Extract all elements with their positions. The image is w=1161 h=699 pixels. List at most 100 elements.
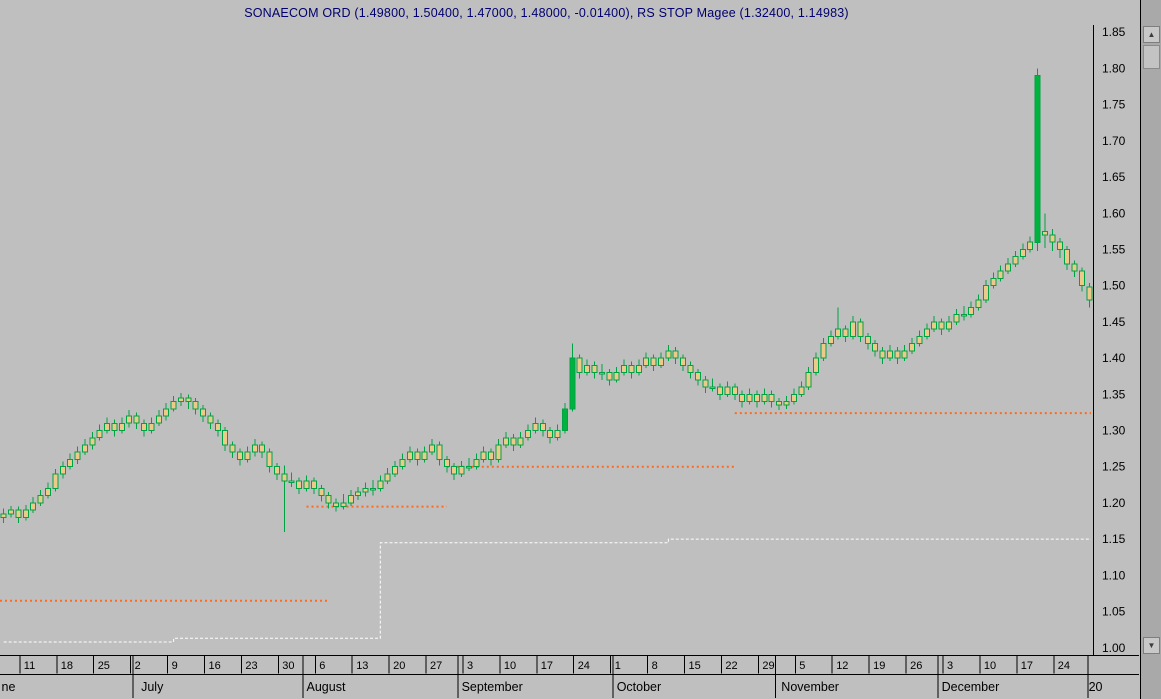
candle-body — [266, 451, 273, 468]
candle-body — [192, 401, 199, 410]
candle — [30, 497, 37, 514]
candle — [406, 446, 413, 463]
candle-body — [281, 473, 288, 482]
candle-body — [997, 270, 1004, 279]
candle-body — [598, 372, 605, 375]
y-axis-label: 1.35 — [1102, 387, 1126, 401]
candle — [288, 472, 295, 487]
candle-body — [1042, 230, 1048, 236]
x-axis-date-label: 17 — [541, 660, 553, 672]
candle — [296, 477, 303, 495]
x-axis-date-label: 27 — [430, 660, 442, 672]
candle-body — [436, 444, 443, 460]
candle-body — [104, 422, 111, 431]
candle-body — [731, 386, 738, 395]
candle-body — [1078, 270, 1085, 287]
candle — [798, 381, 805, 398]
candle-body — [0, 513, 7, 518]
candle — [414, 448, 421, 466]
candle-body — [177, 397, 184, 402]
candle-body — [975, 299, 982, 308]
scroll-up-button[interactable]: ▲ — [1143, 26, 1160, 43]
candle — [192, 397, 199, 415]
candle-body — [591, 364, 598, 373]
x-axis-date-label: 8 — [652, 660, 658, 672]
candle-body — [680, 357, 687, 366]
y-axis-label: 1.15 — [1102, 532, 1126, 546]
candle — [1005, 258, 1012, 275]
scroll-down-button[interactable]: ▼ — [1143, 637, 1160, 654]
candle-body — [650, 357, 657, 366]
y-axis-label: 1.05 — [1102, 605, 1126, 619]
candle-body — [613, 372, 620, 381]
candle-body — [1019, 249, 1026, 258]
candle — [45, 482, 51, 499]
candle — [923, 323, 930, 340]
scrollbar-thumb[interactable] — [1143, 45, 1160, 69]
candle-body — [672, 350, 679, 359]
candle — [259, 441, 266, 458]
candle-body — [990, 277, 997, 287]
candle — [628, 361, 635, 379]
candle-body — [539, 422, 546, 431]
candle — [982, 279, 989, 304]
candle-body — [473, 459, 480, 468]
candle — [886, 345, 893, 361]
x-axis-date-label: 11 — [24, 660, 35, 672]
chart-title: SONAECOM ORD (1.49800, 1.50400, 1.47000,… — [244, 6, 849, 20]
candle-body — [251, 444, 258, 453]
candle-body — [694, 372, 701, 381]
x-axis-month-label: ne — [2, 680, 16, 694]
candle-body — [1056, 241, 1063, 250]
candle-body — [562, 408, 568, 431]
candle-body — [421, 451, 428, 460]
candle-body — [488, 451, 495, 460]
candle — [310, 477, 317, 495]
candle-body — [480, 451, 487, 460]
x-axis-date-label: 1 — [615, 660, 621, 672]
candle — [502, 432, 509, 448]
candle-body — [850, 321, 856, 337]
x-axis-date-label: 13 — [356, 660, 368, 672]
y-axis-label: 1.65 — [1102, 170, 1126, 184]
candle-body — [931, 321, 938, 330]
candle — [155, 410, 162, 427]
vertical-scrollbar[interactable]: ▲ ▼ — [1140, 0, 1161, 699]
candle — [872, 340, 879, 357]
candle — [480, 446, 487, 463]
candle-body — [185, 397, 192, 402]
candle — [635, 359, 642, 376]
candle-body — [340, 502, 347, 507]
candle-body — [872, 343, 879, 352]
candle-body — [510, 437, 517, 446]
candle — [81, 439, 88, 456]
candle-body — [761, 393, 768, 402]
candle — [547, 426, 554, 444]
candle-body — [111, 422, 118, 431]
candle-body — [886, 350, 893, 359]
candle — [177, 392, 184, 406]
candle — [724, 381, 731, 398]
candle-body — [466, 466, 472, 469]
candle — [946, 316, 952, 332]
candle-body — [414, 451, 421, 460]
candle-body — [214, 422, 221, 431]
x-axis-date-label: 24 — [1058, 660, 1070, 672]
x-axis-date-label: 18 — [61, 660, 73, 672]
y-axis-label: 1.00 — [1102, 641, 1126, 655]
x-axis-month-label: August — [307, 680, 346, 694]
candle-body — [798, 386, 805, 395]
candle-body — [879, 350, 886, 359]
candle-body — [1027, 241, 1034, 250]
x-axis-date-label: 24 — [578, 660, 590, 672]
candle-body — [569, 357, 576, 410]
candle — [207, 412, 214, 430]
candle-body — [1086, 286, 1093, 301]
candle-body — [916, 335, 923, 345]
candle — [621, 359, 627, 376]
y-axis-label: 1.10 — [1102, 568, 1126, 582]
candle — [1064, 245, 1071, 270]
candle-body — [406, 451, 413, 460]
candle-body — [960, 314, 967, 317]
